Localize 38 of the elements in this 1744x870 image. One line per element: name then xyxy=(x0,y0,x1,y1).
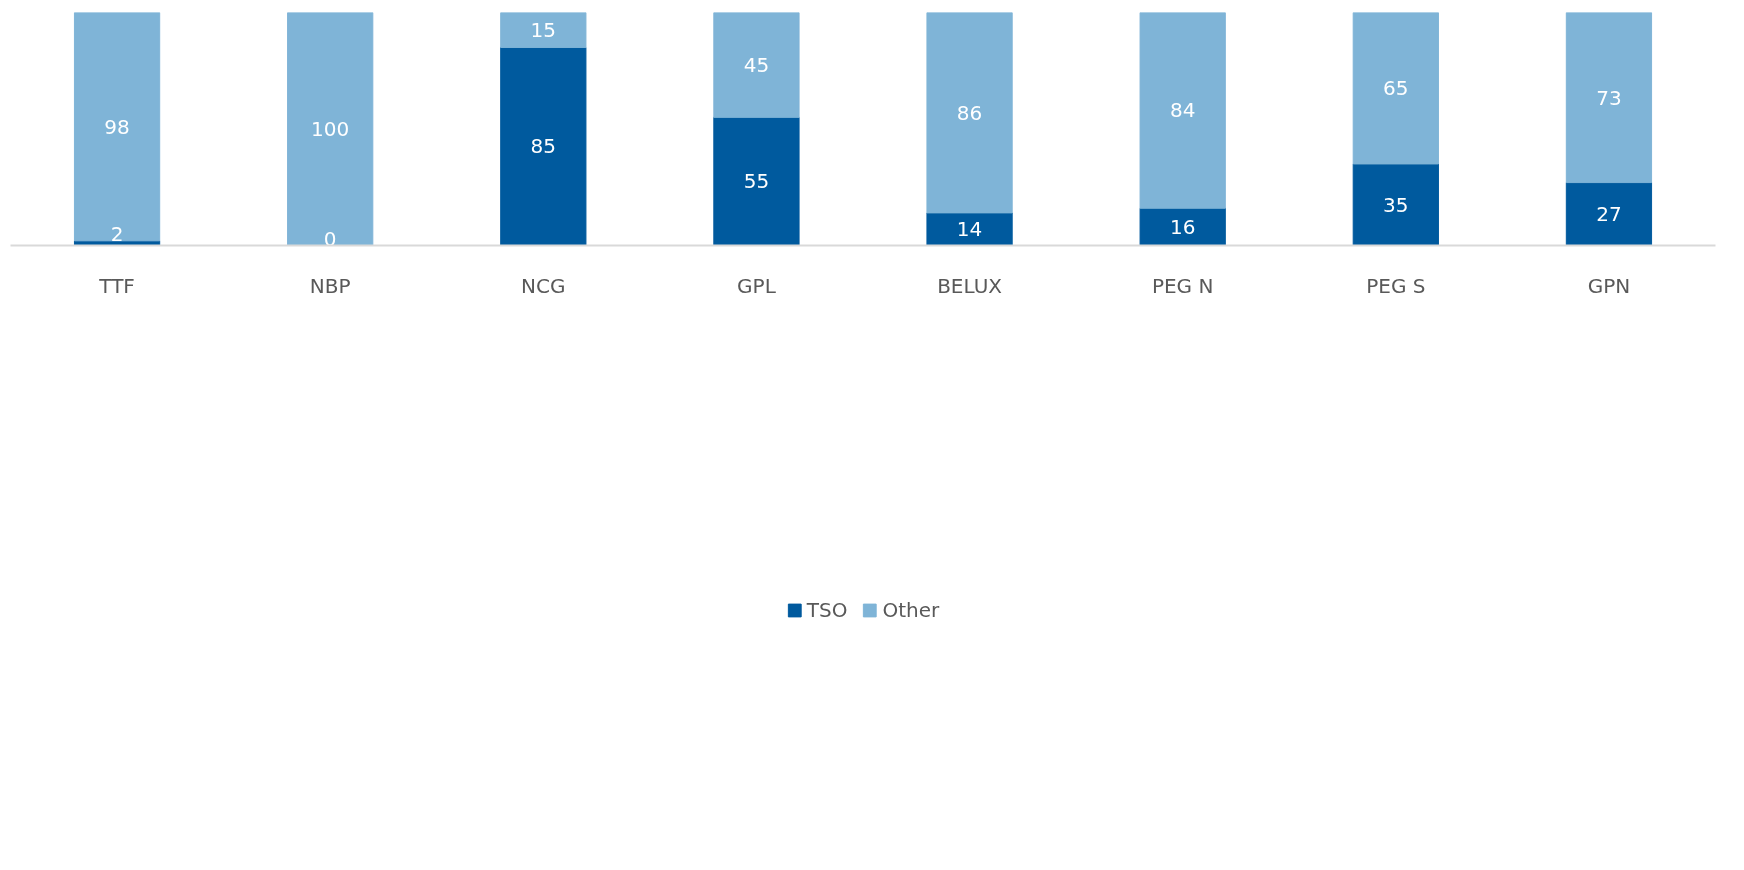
legend-label: TSO xyxy=(806,598,848,622)
x-tick-label: TTF xyxy=(98,273,135,298)
data-label: 73 xyxy=(1596,85,1622,110)
bar xyxy=(1139,12,1226,209)
bar xyxy=(926,12,1013,214)
bar xyxy=(1565,12,1653,184)
x-tick-label: PEG S xyxy=(1366,273,1426,298)
data-label: 98 xyxy=(104,114,130,139)
bar xyxy=(1352,12,1439,165)
data-label: 100 xyxy=(311,117,350,141)
data-label: 16 xyxy=(1169,214,1196,239)
x-tick-label: NCG xyxy=(521,273,566,298)
bar xyxy=(287,12,374,246)
x-tick-label: BELUX xyxy=(937,273,1003,298)
bar xyxy=(1352,163,1439,246)
bar xyxy=(73,12,161,242)
bar xyxy=(500,46,587,246)
data-label: 2 xyxy=(110,221,124,246)
data-label: 86 xyxy=(956,100,983,125)
x-tick-label: NBP xyxy=(309,273,351,298)
bar xyxy=(1139,207,1226,246)
legend-label: Other xyxy=(882,598,940,622)
data-label: 55 xyxy=(743,169,770,194)
x-tick-label: GPN xyxy=(1587,273,1631,298)
bar xyxy=(1565,182,1653,246)
data-label: 65 xyxy=(1383,76,1409,101)
data-label: 14 xyxy=(956,217,983,242)
bar xyxy=(713,116,800,246)
bar xyxy=(500,12,587,48)
data-label: 27 xyxy=(1596,202,1622,227)
data-label: 85 xyxy=(530,134,557,159)
x-tick-label: PEG N xyxy=(1151,273,1214,298)
data-label: 15 xyxy=(530,17,557,42)
data-label: 84 xyxy=(1169,98,1196,123)
data-label: 45 xyxy=(743,52,770,77)
bar xyxy=(713,12,800,118)
data-label: 35 xyxy=(1383,192,1409,217)
x-tick-label: GPL xyxy=(737,273,777,298)
